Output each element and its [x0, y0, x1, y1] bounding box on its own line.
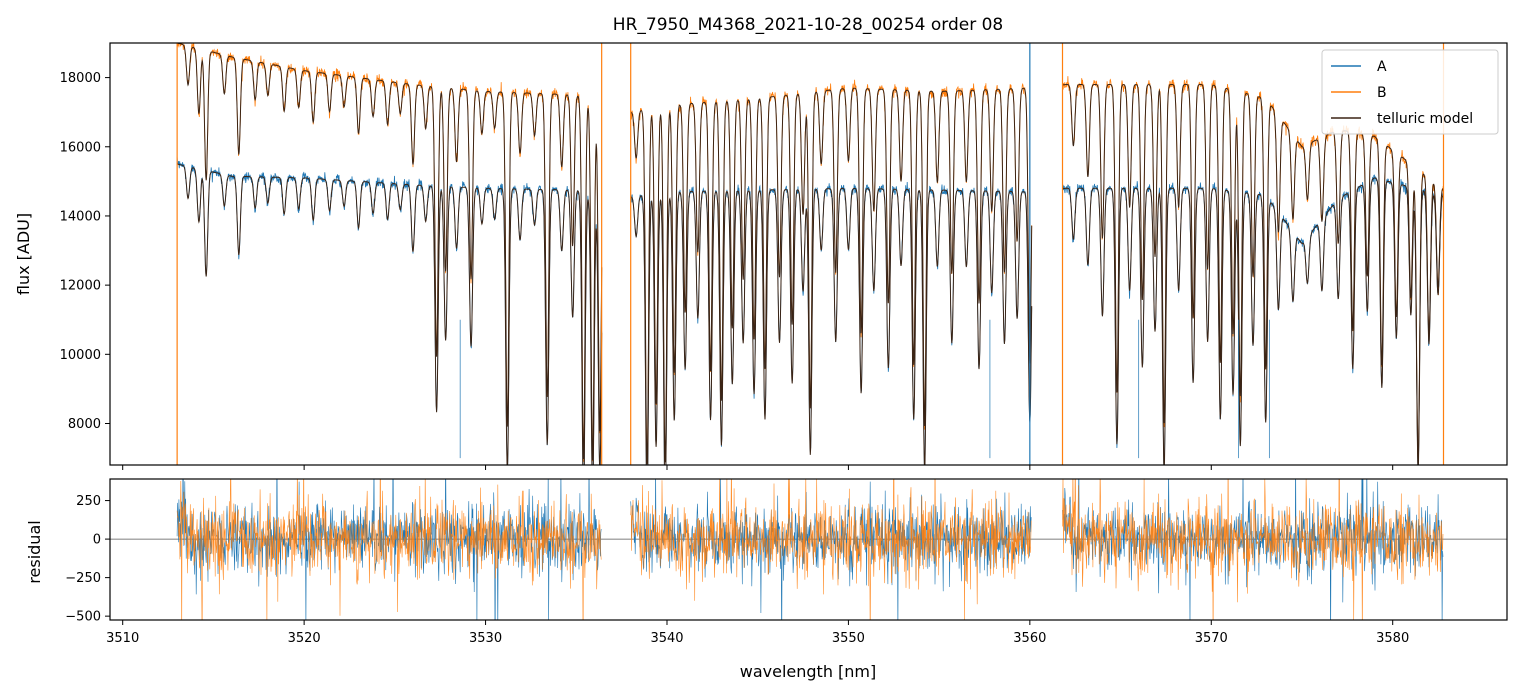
- x-tick-label: 3570: [1195, 631, 1228, 646]
- residual-x-ticks: 3510 3520 3530 3540 3550 3560 3570 3580: [106, 620, 1409, 646]
- x-tick-label: 3530: [469, 631, 502, 646]
- residual-b-segment-1: [176, 479, 602, 620]
- flux-y-tick-label: 8000: [68, 417, 101, 432]
- telluric-model-b-segment-3: [1062, 84, 1444, 462]
- residual-a-segment-2: [630, 479, 1032, 620]
- residual-y-ticks: −500 −250 0 250: [65, 494, 110, 625]
- legend-label-telluric: telluric model: [1377, 111, 1473, 127]
- residual-y-tick-label: 250: [76, 494, 101, 509]
- residual-b-segment-2: [630, 479, 1032, 620]
- telluric-model-a-segment-3: [1062, 177, 1444, 465]
- x-tick-label: 3580: [1376, 631, 1409, 646]
- legend-label-b: B: [1377, 85, 1387, 101]
- x-axis-label: wavelength [nm]: [740, 662, 877, 681]
- legend: A B telluric model: [1321, 49, 1499, 135]
- flux-y-tick-label: 16000: [60, 140, 101, 155]
- residual-a-segment-3: [1062, 479, 1444, 620]
- telluric-model-b-segment-2: [630, 87, 1033, 464]
- series-a-segment-2: [630, 181, 1033, 465]
- residual-b-segment-3: [1062, 479, 1444, 620]
- residual-y-tick-label: −500: [65, 610, 101, 625]
- residual-plot-area: [110, 479, 1507, 620]
- flux-y-tick-label: 14000: [60, 209, 101, 224]
- x-tick-label: 3540: [650, 631, 683, 646]
- telluric-model-a-segment-2: [630, 187, 1033, 465]
- flux-y-tick-label: 10000: [60, 348, 101, 363]
- flux-x-ticks: [122, 465, 1394, 470]
- telluric-model-a-segment-1: [177, 163, 603, 465]
- flux-y-ticks: 8000 10000 12000 14000 16000 18000: [60, 71, 110, 432]
- x-tick-label: 3510: [106, 631, 139, 646]
- residual-y-tick-label: 0: [93, 533, 101, 548]
- chart-title: HR_7950_M4368_2021-10-28_00254 order 08: [613, 15, 1003, 35]
- legend-label-a: A: [1377, 59, 1387, 75]
- legend-box: [1321, 49, 1499, 135]
- x-tick-label: 3520: [288, 631, 321, 646]
- flux-axes-frame: [109, 42, 1508, 466]
- residual-a-segment-1: [176, 479, 602, 620]
- residual-y-tick-label: −250: [65, 571, 101, 586]
- flux-y-tick-label: 12000: [60, 279, 101, 294]
- x-tick-label: 3560: [1013, 631, 1046, 646]
- x-tick-label: 3550: [832, 631, 865, 646]
- residual-y-label: residual: [25, 520, 44, 583]
- flux-y-tick-label: 18000: [60, 71, 101, 86]
- telluric-model-b-segment-1: [176, 43, 603, 461]
- residual-panel: −500 −250 0 250 3510 3520 3530 3540 3550 3560 357…: [25, 478, 1508, 681]
- flux-plot-area: [176, 43, 1445, 465]
- flux-y-label: flux [ADU]: [14, 213, 33, 295]
- flux-panel: 8000 10000 12000 14000 16000 18000 flux [ADU]…: [14, 42, 1508, 470]
- series-b-segment-2: [630, 79, 1033, 462]
- residual-axes-frame: [109, 478, 1508, 621]
